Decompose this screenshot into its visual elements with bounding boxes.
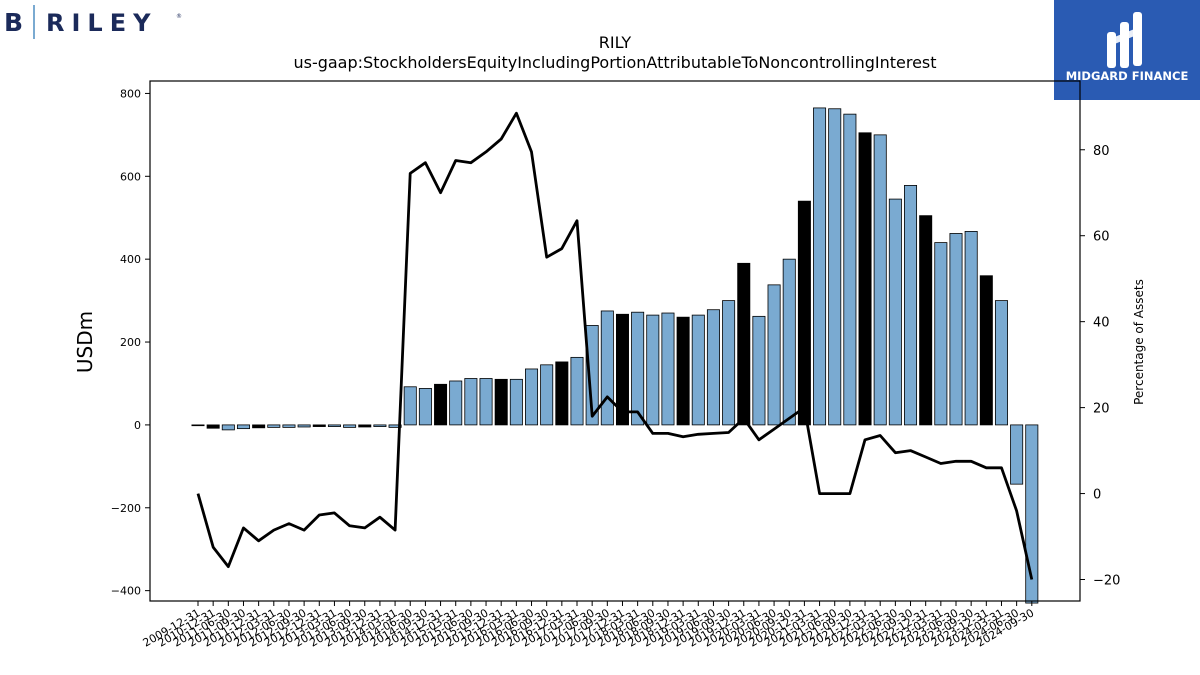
bar xyxy=(600,310,614,426)
logo-word-riley: RILEY xyxy=(46,9,157,37)
bar xyxy=(782,258,796,426)
bar xyxy=(949,233,963,426)
bar xyxy=(434,383,448,426)
bar xyxy=(767,284,781,426)
bar xyxy=(191,424,205,427)
bar xyxy=(828,108,842,426)
bar xyxy=(691,314,705,426)
bar xyxy=(267,424,281,428)
bar xyxy=(797,200,811,426)
bar xyxy=(540,364,554,426)
y-tick-label: 400 xyxy=(120,253,141,266)
chart-subtitle: us-gaap:StockholdersEquityIncludingPorti… xyxy=(293,53,936,72)
midgard-finance-logo: MIDGARD FINANCE xyxy=(1054,0,1200,100)
bar xyxy=(934,242,948,426)
bar xyxy=(403,386,417,426)
bar xyxy=(661,312,675,426)
bar xyxy=(994,300,1008,426)
y2-axis-label: Percentage of Assets xyxy=(1132,279,1146,405)
bar xyxy=(722,300,736,426)
y-tick-label: −200 xyxy=(111,502,141,515)
y2-tick-label: 0 xyxy=(1093,488,1101,503)
bar xyxy=(555,361,569,426)
y2-tick-label: 80 xyxy=(1093,144,1110,159)
bar xyxy=(327,424,341,427)
bar xyxy=(631,311,645,426)
bar xyxy=(706,309,720,426)
bar xyxy=(449,380,463,426)
y-tick-label: 200 xyxy=(120,336,141,349)
bar xyxy=(343,424,357,428)
bar xyxy=(813,107,827,426)
bar xyxy=(479,378,493,426)
plot-frame xyxy=(149,80,1081,602)
bar xyxy=(676,316,690,426)
bar xyxy=(464,378,478,426)
bar xyxy=(888,198,902,426)
logo-registered-mark: ® xyxy=(176,13,182,20)
bar xyxy=(312,424,326,427)
y-tick-label: −400 xyxy=(111,585,141,598)
bar xyxy=(282,424,296,428)
y2-tick-label: 20 xyxy=(1093,402,1110,417)
bar xyxy=(236,424,250,430)
y2-tick-label: 60 xyxy=(1093,230,1110,245)
logo-word-midgard: MIDGARD FINANCE xyxy=(1066,69,1189,83)
bar xyxy=(221,424,235,431)
bar xyxy=(904,185,918,426)
y-tick-label: 0 xyxy=(134,419,141,432)
bar xyxy=(418,388,432,426)
y2-tick-label: 40 xyxy=(1093,316,1110,331)
y2-tick-label: −20 xyxy=(1093,574,1120,589)
logo-divider xyxy=(33,5,35,39)
bar xyxy=(979,275,993,426)
bar xyxy=(373,424,387,427)
bar xyxy=(919,215,933,426)
bar xyxy=(358,424,372,428)
bar xyxy=(737,262,751,426)
bar xyxy=(509,378,523,426)
bar xyxy=(752,315,766,426)
bar xyxy=(585,325,599,426)
bar xyxy=(206,424,220,429)
logo-letter-b: B xyxy=(4,8,23,37)
bar xyxy=(570,356,584,426)
bar xyxy=(252,424,266,429)
y-tick-label: 800 xyxy=(120,87,141,100)
bar xyxy=(297,424,311,428)
midgard-emblem-icon xyxy=(1107,12,1142,68)
bar xyxy=(843,113,857,426)
bar xyxy=(525,368,539,426)
bar xyxy=(388,424,402,428)
bar xyxy=(1010,424,1024,485)
y-axis-label: USDm xyxy=(73,311,97,373)
percentage-line xyxy=(196,111,1034,580)
plot-area: −400−2000200400600800−200204060802009-12… xyxy=(111,80,1120,650)
bar xyxy=(873,134,887,426)
bar xyxy=(964,231,978,426)
y-tick-label: 600 xyxy=(120,170,141,183)
chart-title: RILY xyxy=(599,33,632,52)
bar xyxy=(858,132,872,426)
bar xyxy=(494,378,508,426)
bar xyxy=(646,314,660,426)
b-riley-logo: B RILEY ® xyxy=(0,0,200,46)
bar xyxy=(615,313,629,426)
